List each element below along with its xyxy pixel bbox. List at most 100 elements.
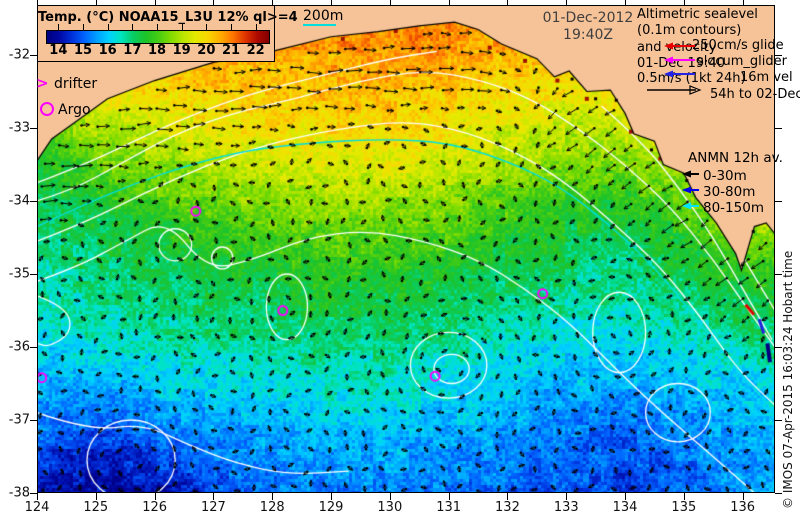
colorbar-tick-label: 17 xyxy=(123,43,142,58)
anmn-title: ANMN 12h av. xyxy=(688,150,783,166)
y-tick-label: -34 xyxy=(8,193,30,209)
colorbar-tick xyxy=(255,24,257,30)
x-tick-top xyxy=(213,0,215,5)
x-tick-label: 124 xyxy=(24,500,50,515)
sst-map-canvas xyxy=(37,5,775,493)
y-tick-right xyxy=(775,201,782,202)
anmn-depth-arrow xyxy=(682,202,699,210)
argo-label: Argo xyxy=(58,102,91,118)
y-tick-right xyxy=(775,420,782,421)
colorbar-legend: Temp. (°C) NOAA15_L3U 12% ql>=4 14 15 16 17… xyxy=(37,5,298,62)
colorbar-tick-label: 15 xyxy=(73,43,93,58)
y-tick-label: -36 xyxy=(8,339,30,355)
velocity-scale-arrow xyxy=(647,85,702,95)
x-tick-label: 127 xyxy=(200,500,226,515)
colorbar-tick-label: 21 xyxy=(221,43,241,58)
y-tick-left xyxy=(30,55,37,56)
anmn-depth-arrow xyxy=(682,186,699,194)
glider-note-line1: 250cm/s glide xyxy=(692,38,784,53)
colorbar xyxy=(46,30,270,44)
anmn-depth-label: 0-30m xyxy=(703,168,747,184)
colorbar-tick-label: 14 xyxy=(49,43,68,58)
x-tick-label: 131 xyxy=(436,500,462,515)
glider-note-line4: 54h to 02-Dec xyxy=(710,87,800,102)
x-tick-bottom xyxy=(448,493,450,500)
colorbar-tick xyxy=(107,24,109,30)
x-tick-bottom xyxy=(331,493,333,500)
colorbar-tick xyxy=(181,24,183,30)
x-tick-bottom xyxy=(37,493,38,500)
argo-icon xyxy=(40,102,54,116)
x-tick-label: 136 xyxy=(730,500,756,515)
x-tick-top xyxy=(625,0,627,5)
y-tick-right xyxy=(775,274,782,275)
x-tick-label: 129 xyxy=(318,500,344,515)
anmn-depth-label: 80-150m xyxy=(703,200,764,216)
x-tick-top xyxy=(448,0,450,5)
y-tick-label: -35 xyxy=(8,266,30,282)
isobath-label: 200m xyxy=(303,8,344,24)
anmn-depth-arrow xyxy=(682,170,699,178)
x-tick-bottom xyxy=(154,493,156,500)
altimetry-note-line4: 01-Dec 19:40 xyxy=(637,56,725,71)
x-tick-bottom xyxy=(272,493,274,500)
y-tick-right xyxy=(775,128,782,129)
x-tick-top xyxy=(154,0,156,5)
colorbar-tick-label: 16 xyxy=(98,43,117,58)
glider-legend-arrow xyxy=(664,56,695,64)
x-tick-bottom xyxy=(625,493,627,500)
x-tick-label: 130 xyxy=(377,500,403,515)
y-tick-left xyxy=(30,347,37,348)
map-datetime: 01-Dec-2012 19:40Z xyxy=(538,10,638,44)
glider-note-line3: 16m vel xyxy=(740,70,793,85)
x-tick-bottom xyxy=(566,493,568,500)
glider-legend-arrow xyxy=(664,70,695,78)
y-tick-left xyxy=(30,274,37,275)
x-tick-top xyxy=(331,0,333,5)
isobath-key-line xyxy=(303,24,336,26)
drifter-label: drifter xyxy=(54,76,98,92)
plot-border xyxy=(37,5,775,493)
x-tick-label: 134 xyxy=(612,500,638,515)
colorbar-tick xyxy=(58,24,60,30)
colorbar-tick-label: 22 xyxy=(246,43,265,58)
colorbar-tick xyxy=(132,24,134,30)
y-tick-label: -33 xyxy=(8,120,30,136)
altimetry-note-line2: (0.1m contours) xyxy=(637,23,742,38)
x-tick-top xyxy=(37,0,38,5)
x-tick-label: 128 xyxy=(259,500,285,515)
colorbar-title: Temp. (°C) NOAA15_L3U 12% ql>=4 xyxy=(38,10,298,25)
colorbar-tick xyxy=(83,24,84,30)
x-tick-top xyxy=(272,0,274,5)
colorbar-tick-label: 20 xyxy=(197,43,216,58)
x-tick-top xyxy=(95,0,97,5)
y-tick-label: -37 xyxy=(8,412,30,428)
y-tick-left xyxy=(30,493,37,494)
altimetry-note-line5: 0.5m/s (1kt 24h) xyxy=(637,71,746,86)
x-tick-bottom xyxy=(683,493,685,500)
x-tick-label: 132 xyxy=(495,500,520,515)
y-tick-label: -32 xyxy=(8,47,30,63)
x-tick-top xyxy=(389,0,391,5)
altimetry-note-line1: Altimetric sealevel xyxy=(637,7,758,22)
x-tick-top xyxy=(566,0,568,5)
y-tick-right xyxy=(775,493,782,494)
colorbar-tick xyxy=(157,24,158,30)
credit-text: © IMOS 07-Apr-2015 16:03:24 Hobart time xyxy=(781,250,795,509)
altimetry-note-line3: and velocity xyxy=(637,40,717,55)
y-tick-left xyxy=(30,420,37,421)
x-tick-top xyxy=(683,0,685,5)
colorbar-tick xyxy=(206,24,208,30)
x-tick-label: 135 xyxy=(671,500,697,515)
colorbar-tick-label: 19 xyxy=(172,43,191,58)
colorbar-tick xyxy=(231,24,232,30)
x-tick-bottom xyxy=(507,493,509,500)
x-tick-bottom xyxy=(213,493,215,500)
glider-legend-arrow xyxy=(664,42,695,50)
y-tick-right xyxy=(775,347,782,348)
x-tick-label: 126 xyxy=(142,500,168,515)
x-tick-top xyxy=(742,0,744,5)
y-tick-label: -38 xyxy=(8,485,30,501)
